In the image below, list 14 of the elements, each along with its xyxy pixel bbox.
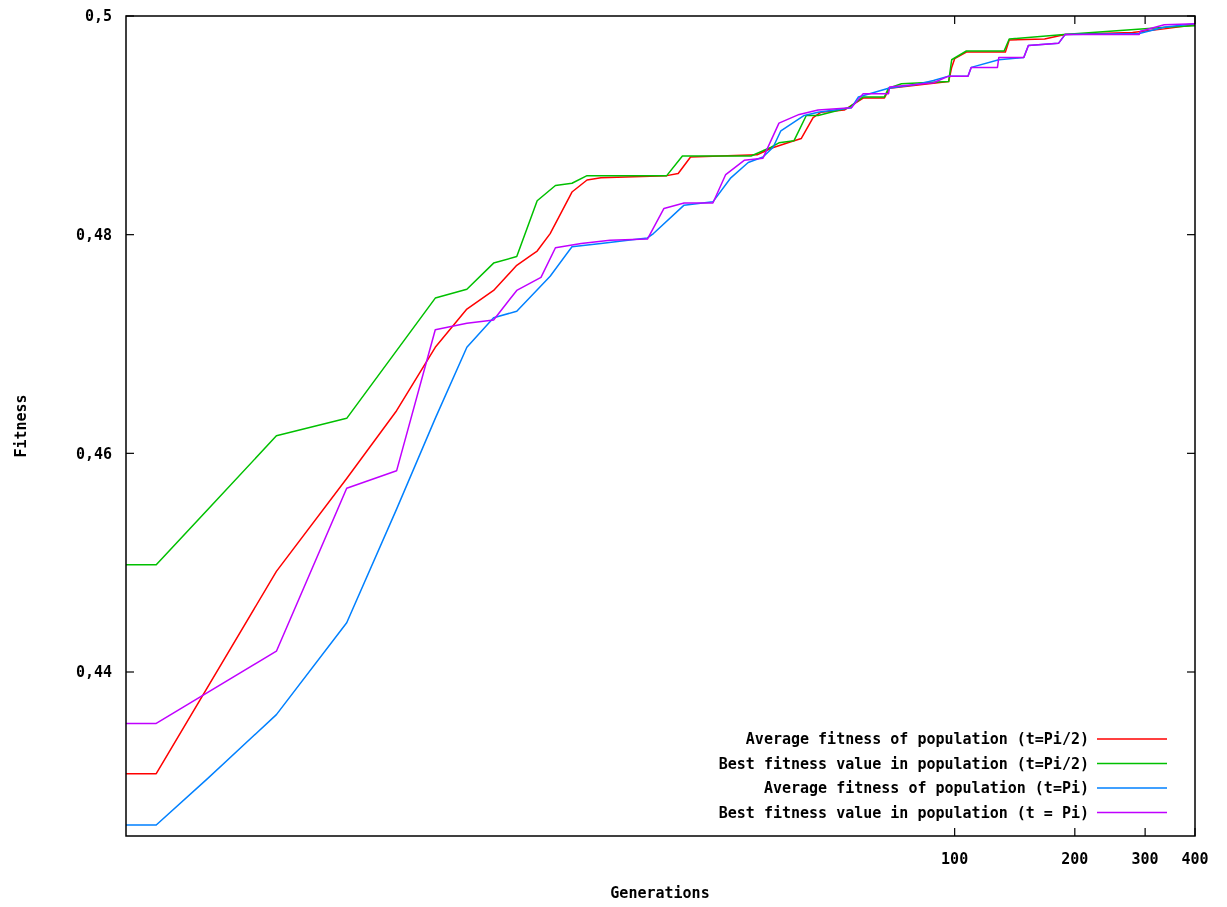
legend-label: Best fitness value in population (t = Pi)	[718, 803, 1089, 822]
x-tick-label: 400	[1181, 850, 1209, 868]
legend-label: Average fitness of population (t=Pi/2)	[745, 730, 1089, 749]
y-tick-label: 0,5	[84, 7, 112, 26]
y-axis-title: Fitness	[12, 394, 30, 458]
legend-label: Average fitness of population (t=Pi)	[763, 779, 1089, 798]
x-tick-label: 200	[1061, 850, 1089, 868]
x-tick-label: 100	[941, 850, 969, 868]
x-axis-title: Generations	[610, 884, 710, 902]
y-tick-label: 0,48	[75, 225, 112, 244]
y-tick-label: 0,46	[75, 444, 112, 463]
legend-label: Best fitness value in population (t=Pi/2)	[718, 754, 1089, 773]
x-tick-label: 300	[1131, 850, 1159, 868]
y-tick-label: 0,44	[75, 663, 112, 682]
